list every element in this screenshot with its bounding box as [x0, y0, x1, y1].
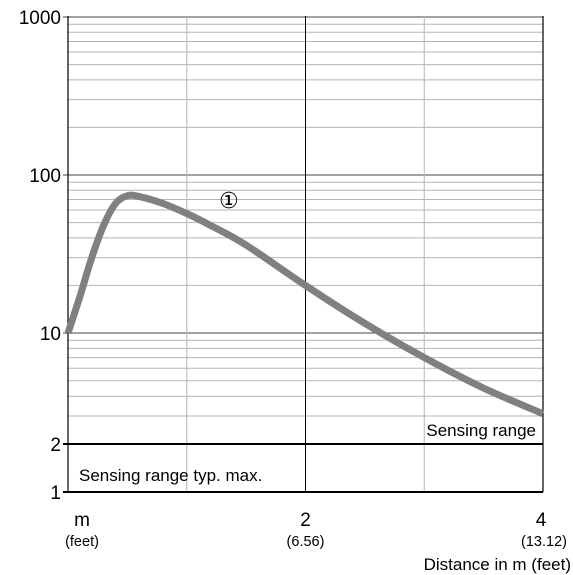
x-tick-label: 2 — [300, 510, 311, 531]
x-tick-sublabel: (feet) — [65, 534, 99, 550]
sensing-range-label: Sensing range — [426, 421, 536, 440]
y-tick-label: 1000 — [19, 8, 61, 29]
x-tick-label: m — [74, 510, 90, 531]
y-tick-label: 2 — [50, 435, 61, 456]
y-tick-label: 100 — [29, 166, 61, 187]
sensing-range-max-label: Sensing range typ. max. — [79, 466, 262, 485]
reference-lines — [63, 443, 543, 493]
x-axis-label: Distance in m (feet) — [424, 555, 571, 574]
tick-labels: 1000 100 10 2 1m (feet) 2 (6.56) 4 (13.12) — [19, 8, 567, 550]
series-layer — [64, 191, 545, 418]
series-marker-label: ① — [219, 189, 239, 214]
y-tick-label: 1 — [50, 483, 61, 504]
series-line — [64, 191, 545, 418]
x-tick-sublabel: (6.56) — [287, 534, 325, 550]
y-tick-label: 10 — [40, 324, 61, 345]
x-tick-sublabel: (13.12) — [521, 534, 567, 550]
x-tick-label: 4 — [536, 510, 547, 531]
